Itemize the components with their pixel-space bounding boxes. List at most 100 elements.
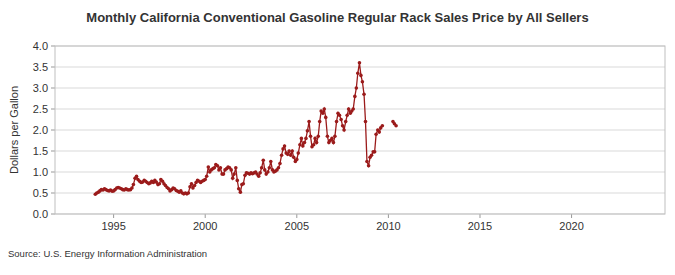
series-marker bbox=[258, 171, 262, 175]
series-marker bbox=[381, 124, 385, 128]
series-marker bbox=[358, 61, 362, 65]
y-tick-label: 2.5 bbox=[33, 103, 48, 115]
series-marker bbox=[296, 151, 300, 155]
series-marker bbox=[132, 183, 136, 187]
grid-line bbox=[55, 151, 665, 152]
series-marker bbox=[345, 114, 349, 118]
series-marker bbox=[374, 132, 378, 136]
series-marker bbox=[216, 164, 220, 168]
series-marker bbox=[367, 164, 371, 168]
series-marker bbox=[239, 190, 243, 194]
x-tick-label: 2020 bbox=[559, 220, 583, 232]
series-marker bbox=[306, 129, 310, 133]
y-tick-label: 4.0 bbox=[33, 40, 48, 52]
series-marker bbox=[280, 153, 284, 157]
x-tick bbox=[113, 214, 114, 218]
series-marker bbox=[353, 95, 357, 99]
title: Monthly California Conventional Gasoline… bbox=[86, 10, 588, 25]
series-marker bbox=[222, 172, 226, 176]
series-marker bbox=[207, 165, 211, 169]
series-marker bbox=[332, 141, 336, 145]
y-tick bbox=[51, 46, 55, 47]
series-marker bbox=[203, 178, 207, 182]
series-marker bbox=[364, 120, 368, 124]
grid-line bbox=[55, 109, 665, 110]
series-marker bbox=[130, 186, 134, 190]
series-marker bbox=[335, 120, 339, 124]
series-marker bbox=[242, 182, 246, 186]
grid-line bbox=[55, 88, 665, 89]
x-tick-label: 2000 bbox=[193, 220, 217, 232]
y-tick bbox=[51, 151, 55, 152]
series-marker bbox=[307, 120, 311, 124]
x-tick bbox=[388, 214, 389, 218]
y-tick-label: 2.0 bbox=[33, 124, 48, 136]
series-marker bbox=[359, 74, 363, 78]
series-marker bbox=[135, 174, 139, 178]
y-tick bbox=[51, 88, 55, 89]
y-tick bbox=[51, 193, 55, 194]
series-marker bbox=[301, 144, 305, 148]
x-tick bbox=[296, 214, 297, 218]
series-marker bbox=[187, 191, 191, 195]
series-marker bbox=[338, 114, 342, 118]
series-marker bbox=[268, 166, 272, 170]
grid-line bbox=[55, 172, 665, 173]
grid-line bbox=[55, 193, 665, 194]
series-marker bbox=[344, 120, 348, 124]
x-tick bbox=[205, 214, 206, 218]
series-marker bbox=[304, 137, 308, 141]
series-marker bbox=[361, 80, 365, 84]
series-marker bbox=[373, 150, 377, 154]
y-tick-label: 3.5 bbox=[33, 61, 48, 73]
series-marker bbox=[312, 143, 316, 147]
series-marker bbox=[347, 107, 351, 111]
y-tick-label: 0.5 bbox=[33, 187, 48, 199]
x-tick-label: 2010 bbox=[376, 220, 400, 232]
series-marker bbox=[190, 182, 194, 186]
x-tick-label: 2005 bbox=[285, 220, 309, 232]
y-tick-label: 1.0 bbox=[33, 166, 48, 178]
series-marker bbox=[370, 153, 374, 157]
series-marker bbox=[229, 168, 233, 172]
y-tick-label: 1.5 bbox=[33, 145, 48, 157]
series-marker bbox=[266, 170, 270, 174]
series-marker bbox=[232, 172, 236, 176]
series-marker bbox=[290, 149, 294, 153]
series-marker bbox=[269, 160, 273, 164]
series-marker bbox=[318, 120, 322, 124]
series-marker bbox=[356, 72, 360, 76]
series-marker bbox=[287, 149, 291, 153]
series-marker bbox=[219, 166, 223, 170]
series-marker bbox=[277, 166, 281, 170]
series-marker bbox=[295, 158, 299, 162]
series-marker bbox=[231, 177, 235, 181]
y-tick-label: 0.0 bbox=[33, 208, 48, 220]
series-line bbox=[95, 63, 396, 194]
series-marker bbox=[286, 153, 290, 157]
chart: 0.00.51.01.52.02.53.03.54.01995200020052… bbox=[0, 0, 675, 275]
series-marker bbox=[351, 107, 355, 111]
series-marker bbox=[342, 128, 346, 132]
background bbox=[0, 0, 675, 275]
series-marker bbox=[235, 179, 239, 183]
series-marker bbox=[260, 166, 264, 170]
series-marker bbox=[292, 156, 296, 160]
series-marker bbox=[278, 162, 282, 166]
series-marker bbox=[322, 107, 326, 111]
y-tick bbox=[51, 172, 55, 173]
series-marker bbox=[300, 137, 304, 141]
y-tick bbox=[51, 214, 55, 215]
series-marker bbox=[326, 135, 330, 139]
series-marker bbox=[234, 166, 238, 170]
series-marker bbox=[205, 174, 209, 178]
plot-frame bbox=[55, 46, 665, 214]
x-tick bbox=[571, 214, 572, 218]
series-group bbox=[94, 61, 398, 196]
series-marker bbox=[283, 144, 287, 148]
x-tick-label: 2015 bbox=[468, 220, 492, 232]
y-tick bbox=[51, 67, 55, 68]
series-marker bbox=[158, 182, 162, 186]
y-tick bbox=[51, 109, 55, 110]
x-tick-label: 1995 bbox=[101, 220, 125, 232]
